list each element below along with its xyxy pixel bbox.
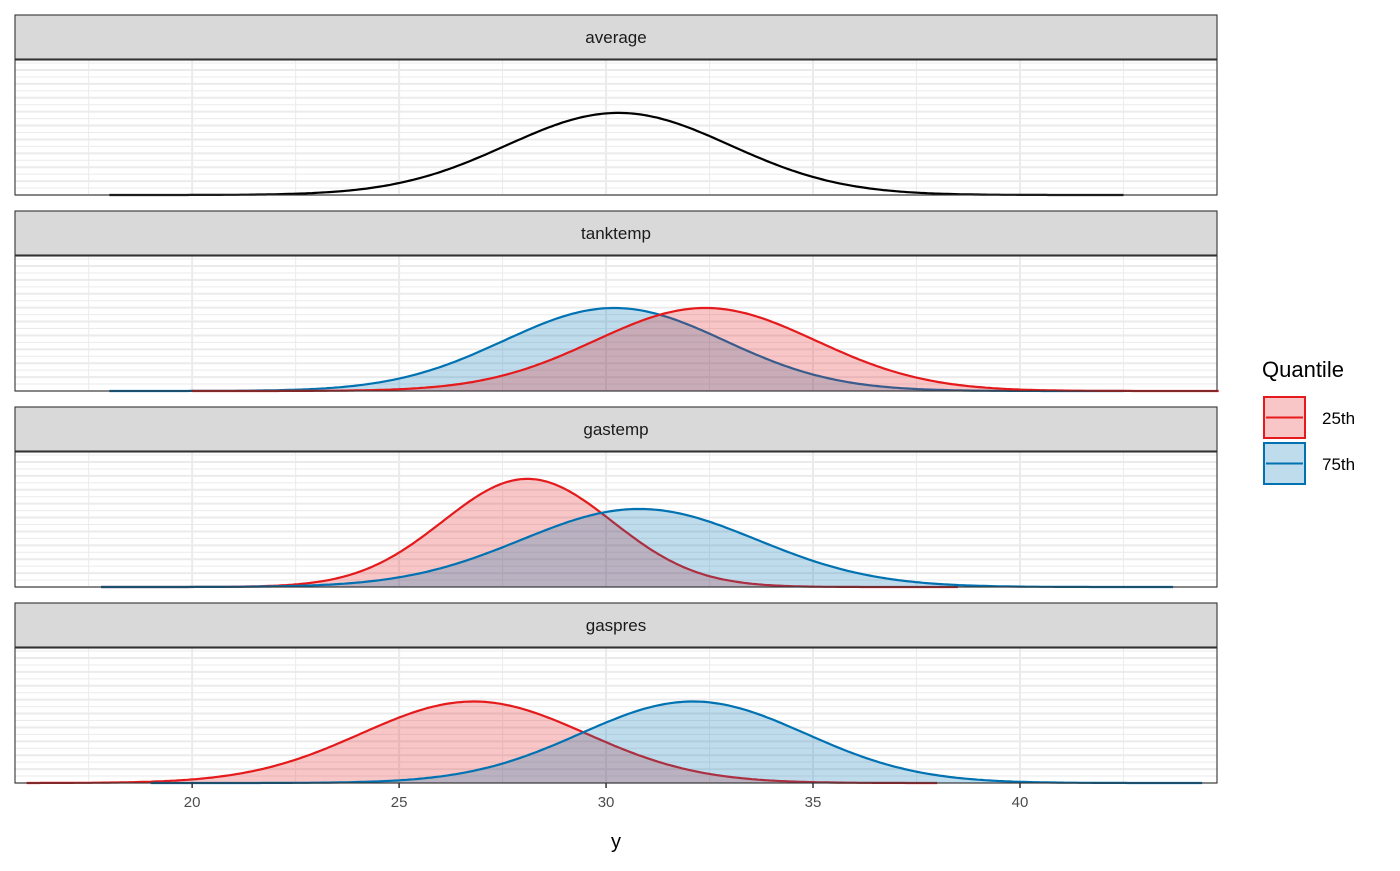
legend-label-75th: 75th	[1322, 455, 1355, 474]
density-area-25th	[26, 701, 938, 783]
facet-strip	[14, 406, 1218, 452]
panel-background	[15, 452, 1217, 587]
panel-border	[14, 59, 1218, 196]
facet-strip-label: average	[585, 28, 646, 47]
facet-panel-tanktemp: tanktemp	[14, 210, 1219, 393]
facet-panel-average: average	[14, 14, 1218, 197]
legend-title: Quantile	[1262, 357, 1344, 382]
x-tick-label: 40	[1012, 794, 1029, 811]
facet-panel-gaspres: gaspres	[14, 602, 1218, 785]
density-line-75th	[101, 507, 1174, 589]
x-axis-title: y	[611, 831, 621, 853]
x-tick-label: 30	[598, 794, 615, 811]
panel-border	[14, 255, 1218, 392]
density-area-25th	[101, 478, 958, 587]
panel-background	[15, 60, 1217, 195]
facet-strip-label: gaspres	[586, 616, 646, 635]
density-line-25th	[192, 306, 1219, 393]
facet-strip	[14, 210, 1218, 256]
panel-border	[14, 647, 1218, 784]
legend-label-25th: 25th	[1322, 409, 1355, 428]
x-tick-label: 35	[805, 794, 822, 811]
facet-strip-label: tanktemp	[581, 224, 651, 243]
facet-strip-label: gastemp	[583, 420, 648, 439]
facet-panel-gastemp: gastemp	[14, 406, 1218, 589]
panel-border	[14, 451, 1218, 588]
density-area-25th	[192, 308, 1219, 391]
facet-strip	[14, 14, 1218, 60]
x-tick-label: 20	[184, 794, 201, 811]
panel-background	[15, 648, 1217, 783]
density-area-75th	[101, 509, 1174, 587]
facet-strip	[14, 602, 1218, 648]
density-line-average	[109, 111, 1124, 197]
density-area-75th	[150, 701, 1203, 783]
density-line-25th	[26, 700, 938, 785]
density-area-75th	[109, 308, 1124, 391]
panel-background	[15, 256, 1217, 391]
x-tick-label: 25	[391, 794, 408, 811]
